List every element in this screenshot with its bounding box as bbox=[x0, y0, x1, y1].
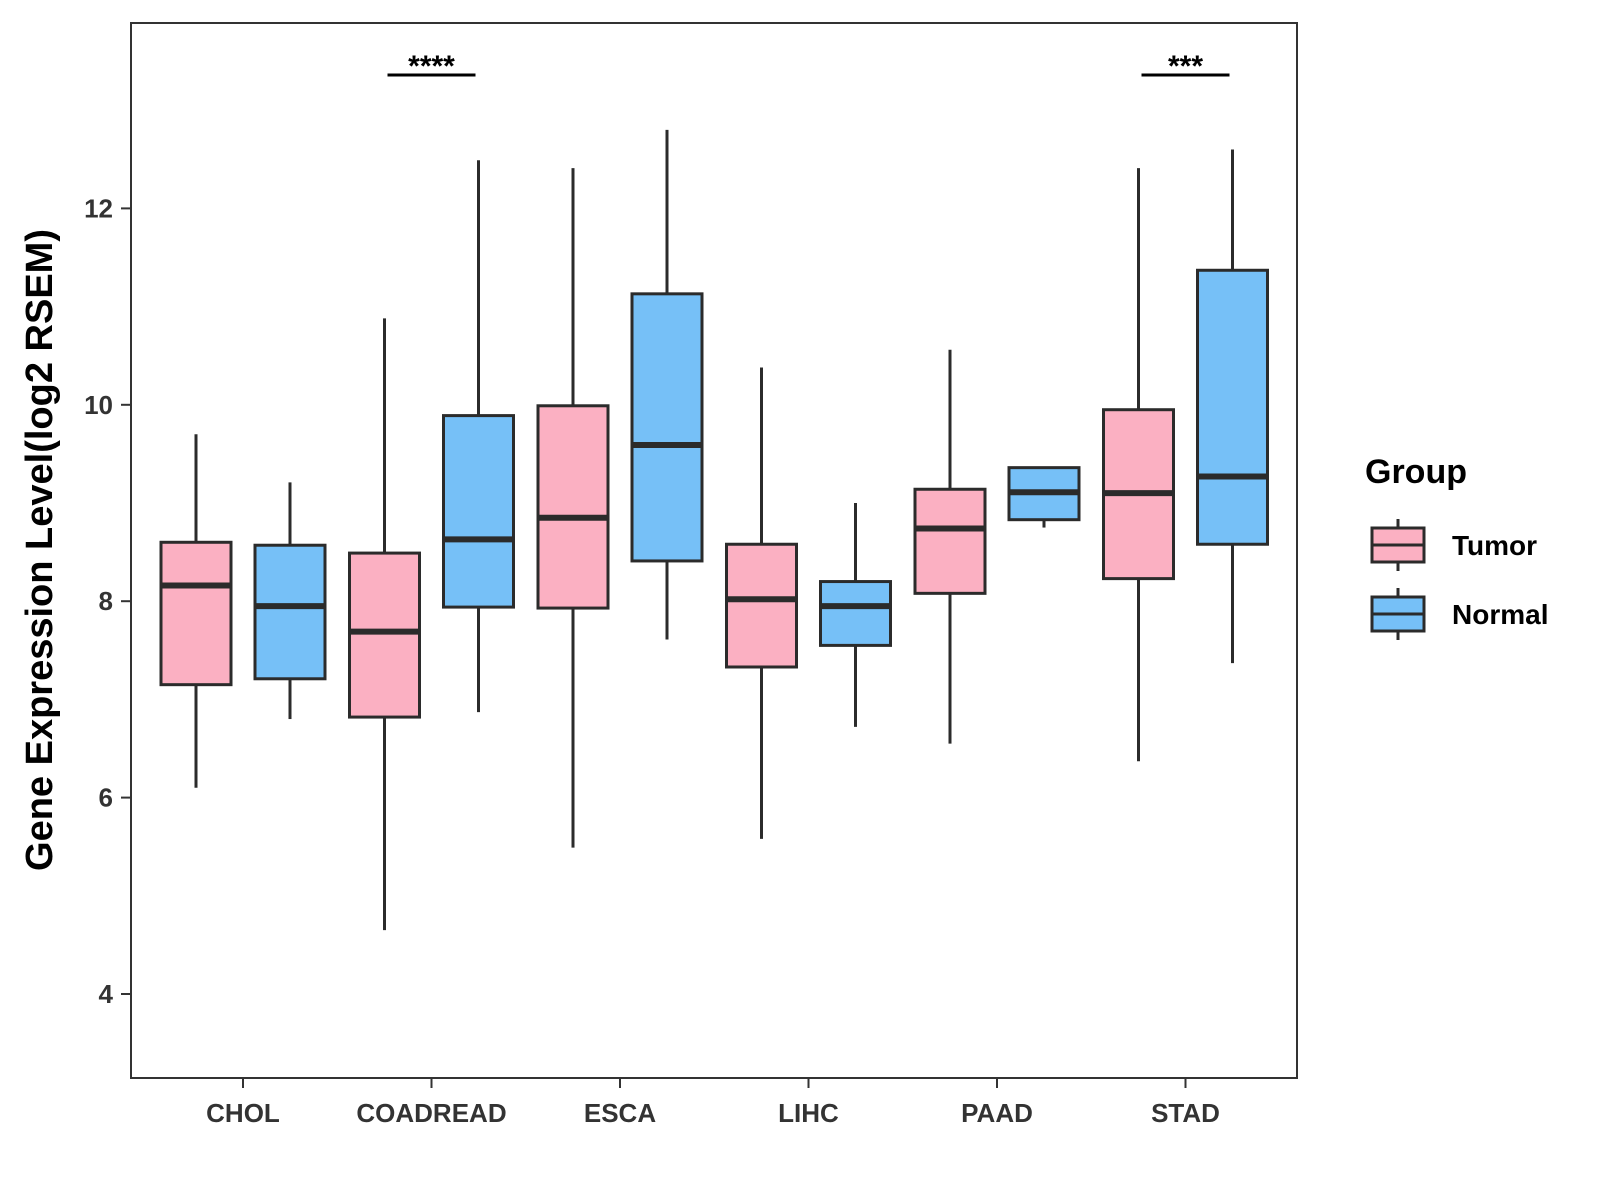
normal-coadread-iqr-box bbox=[442, 414, 515, 609]
normal-esca-box bbox=[630, 129, 704, 640]
tumor-lihc-box bbox=[725, 367, 798, 839]
normal-paad-box bbox=[1007, 466, 1081, 528]
x-tick-label-chol: CHOL bbox=[206, 1098, 280, 1128]
normal-coadread-box bbox=[442, 160, 515, 713]
y-tick-label-6: 6 bbox=[99, 783, 113, 813]
legend-label-tumor: Tumor bbox=[1452, 530, 1537, 561]
y-tick-label-12: 12 bbox=[84, 193, 113, 223]
tumor-chol-iqr-box bbox=[159, 540, 233, 687]
tumor-coadread-box bbox=[348, 318, 421, 931]
normal-chol-iqr-box bbox=[253, 543, 327, 681]
legend: Group Tumor Normal bbox=[1365, 453, 1548, 640]
normal-lihc-box bbox=[819, 503, 892, 727]
significance-coadread-label: **** bbox=[408, 50, 455, 83]
tumor-paad-iqr-box bbox=[913, 487, 987, 595]
tumor-stad-box bbox=[1102, 168, 1175, 762]
legend-title: Group bbox=[1365, 453, 1467, 491]
y-axis: 4 6 8 10 12 bbox=[84, 193, 131, 1009]
x-tick-label-paad: PAAD bbox=[961, 1098, 1033, 1128]
x-axis: CHOL COADREAD ESCA LIHC PAAD STAD bbox=[206, 1078, 1220, 1128]
legend-key-tumor bbox=[1370, 519, 1426, 571]
tumor-lihc-iqr-box bbox=[725, 542, 798, 669]
legend-key-normal bbox=[1370, 588, 1426, 640]
normal-chol-box bbox=[253, 482, 327, 720]
x-tick-label-stad: STAD bbox=[1151, 1098, 1220, 1128]
normal-esca-iqr-box bbox=[630, 292, 704, 563]
normal-lihc-iqr-box bbox=[819, 580, 892, 647]
normal-stad-box bbox=[1196, 149, 1269, 664]
y-axis-title: Gene Expression Level(log2 RSEM) bbox=[19, 229, 61, 871]
x-tick-label-coadread: COADREAD bbox=[356, 1098, 506, 1128]
significance-stad-label: *** bbox=[1168, 50, 1203, 83]
tumor-paad-box bbox=[913, 349, 987, 744]
significance-layer: **** *** bbox=[387, 50, 1230, 83]
tumor-coadread-iqr-box bbox=[348, 551, 421, 719]
tumor-esca-box bbox=[536, 168, 610, 848]
normal-stad-iqr-box bbox=[1196, 268, 1269, 546]
y-tick-label-4: 4 bbox=[99, 979, 114, 1009]
box-layer bbox=[159, 129, 1269, 931]
tumor-chol-box bbox=[159, 434, 233, 788]
x-tick-label-esca: ESCA bbox=[584, 1098, 656, 1128]
y-tick-label-8: 8 bbox=[99, 586, 113, 616]
legend-label-normal: Normal bbox=[1452, 599, 1548, 630]
x-tick-label-lihc: LIHC bbox=[778, 1098, 839, 1128]
y-tick-label-10: 10 bbox=[84, 390, 113, 420]
tumor-esca-iqr-box bbox=[536, 404, 610, 610]
